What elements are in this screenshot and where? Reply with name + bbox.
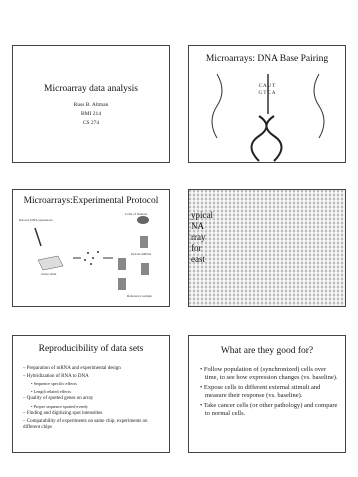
bullet-item: – Preparation of mRNA and experimental d… (23, 366, 121, 371)
bullet-list: • Follow population of (synchronized) ce… (199, 366, 339, 420)
dna-diagram (211, 73, 325, 162)
bullet-item: – Quality of spotted genes on array (23, 396, 94, 401)
protocol-diagram (34, 216, 149, 290)
slide: Microarray data analysis Russ B. Altman … (12, 45, 170, 163)
diagram-label: Glass slide (41, 272, 57, 276)
cropped-text: NA (191, 221, 204, 231)
slide-title: Microarrays: DNA Base Pairing (205, 54, 329, 64)
slide-title: Microarrays:Experimental Protocol (23, 196, 159, 206)
bullet-item: – Finding and digitizing spot intensitie… (23, 411, 103, 416)
slide: Microarrays:Experimental Protocol Cells … (12, 189, 170, 307)
bullet-item: • Length related effects (31, 388, 71, 394)
bullet-item: • Expose cells to different external sti… (200, 384, 321, 399)
diagram-label: Known DNA sequences (19, 218, 53, 222)
text-line: BMI 214 (80, 111, 101, 117)
slide-title: Reproducibility of data sets (38, 344, 144, 354)
diagram-label: Isolate mRNA (131, 252, 152, 256)
strand: C A U T (258, 84, 276, 89)
strand: G T C A (258, 91, 276, 96)
text-line: Russ B. Altman (73, 102, 109, 108)
cropped-text: ypical (191, 210, 213, 220)
bullet-list: – Preparation of mRNA and experimental d… (23, 366, 163, 433)
bullet-item: • Proper sequence spotted evenly (31, 403, 88, 409)
text-line: CS 274 (82, 120, 100, 126)
diagram-label: Reference sample (127, 294, 152, 298)
cropped-text: east (191, 254, 205, 264)
slide-title: Microarray data analysis (44, 84, 138, 94)
slide-title: What are they good for? (220, 346, 314, 356)
slide: Microarrays: DNA Base Pairing C A U T G … (188, 45, 346, 163)
diagram-label: Cells of Interest (125, 212, 148, 216)
slide: ypical NA rray for east (188, 189, 346, 307)
bullet-item: – Hybridization of RNA to DNA (23, 373, 89, 379)
slide: What are they good for? • Follow populat… (188, 335, 346, 453)
bullet-item: • Take cancer cells (or other pathology)… (200, 402, 338, 417)
cropped-text: for (191, 243, 202, 253)
bullet-item: – Comparability of experiments on same c… (23, 418, 148, 431)
slide: Reproducibility of data sets – Preparati… (12, 335, 170, 453)
array-image (189, 190, 345, 306)
bullet-item: • Follow population of (synchronized) ce… (200, 366, 338, 381)
bullet-item: • Sequence specific effects (31, 381, 77, 386)
cropped-text: rray (191, 232, 206, 242)
